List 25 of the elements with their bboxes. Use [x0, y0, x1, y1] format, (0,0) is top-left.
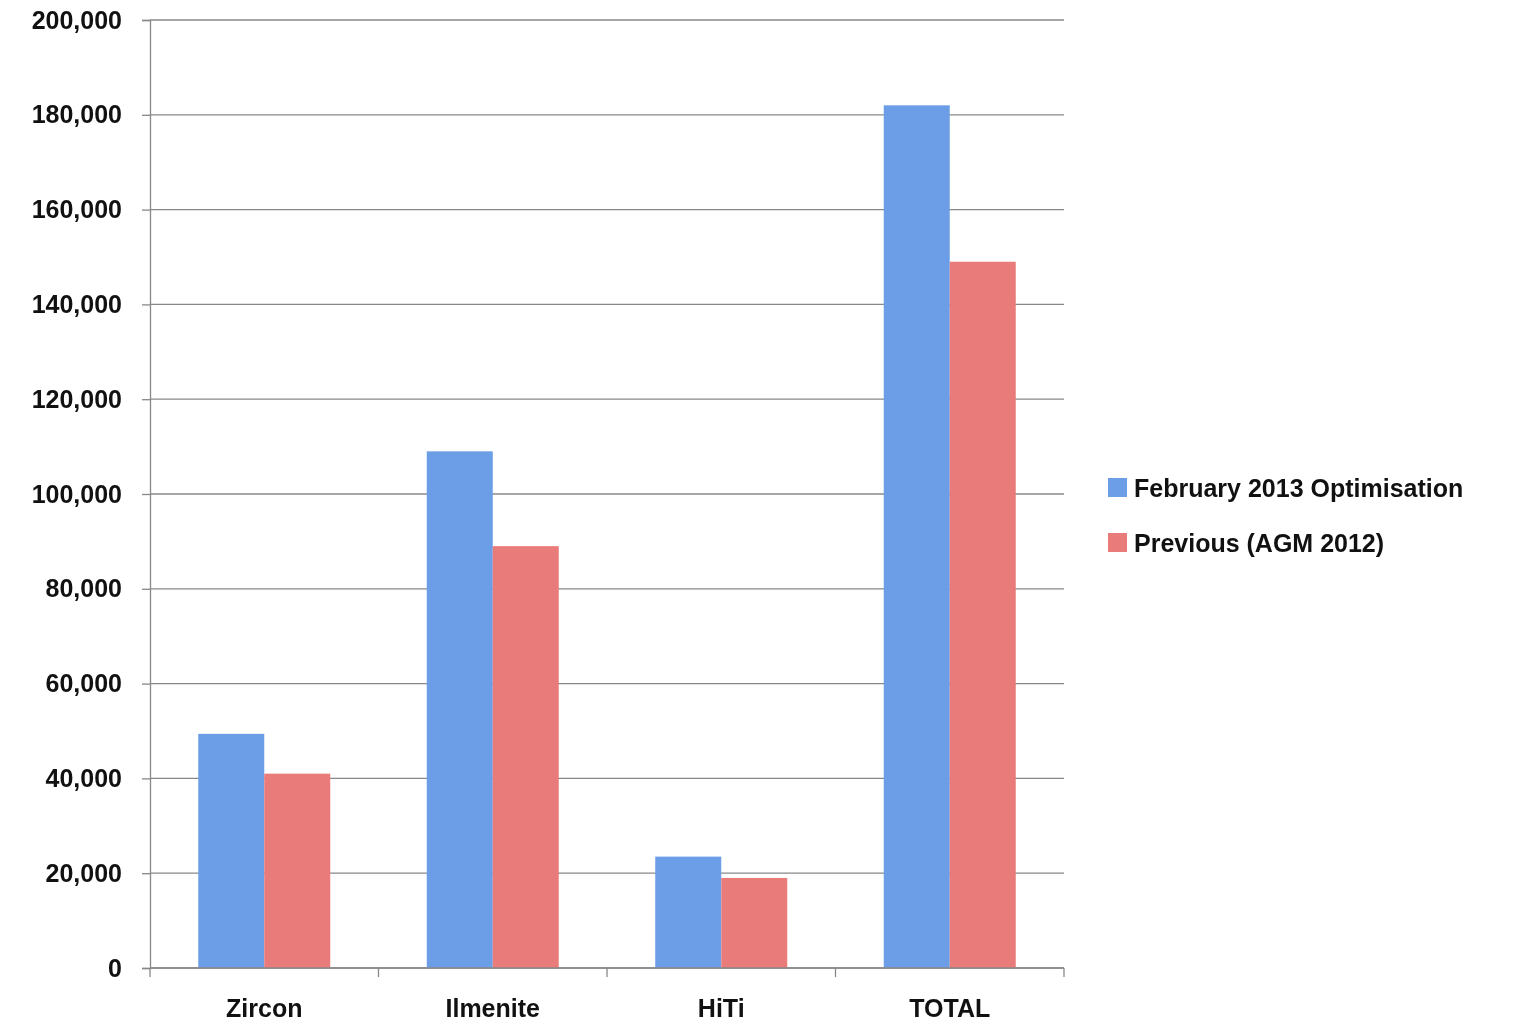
y-tick-label: 180,000 [31, 100, 122, 129]
x-tick-label: Ilmenite [445, 994, 541, 1022]
y-tick-label: 60,000 [45, 669, 122, 698]
y-tick-label: 80,000 [45, 574, 122, 603]
bar [492, 546, 559, 968]
legend-label: February 2013 Optimisation [1134, 474, 1464, 502]
bar [198, 733, 265, 968]
y-tick-label: 100,000 [31, 479, 122, 508]
y-tick-label: 140,000 [31, 289, 122, 318]
bar [721, 877, 788, 968]
y-tick-label: 200,000 [31, 5, 122, 34]
y-tick-label: 160,000 [31, 195, 122, 224]
x-tick-label: TOTAL [909, 994, 991, 1022]
x-tick-label: Zircon [226, 994, 303, 1022]
x-tick-label: HiTi [697, 994, 745, 1022]
bar [426, 451, 493, 968]
bar [949, 261, 1016, 968]
y-tick-label: 40,000 [45, 763, 122, 792]
bar [655, 856, 722, 968]
bar [264, 773, 331, 968]
legend-label: Previous (AGM 2012) [1134, 529, 1385, 557]
y-tick-label: 120,000 [31, 384, 122, 413]
bar [883, 105, 950, 968]
y-tick-label: 20,000 [45, 858, 122, 887]
y-tick-label: 0 [108, 953, 122, 982]
